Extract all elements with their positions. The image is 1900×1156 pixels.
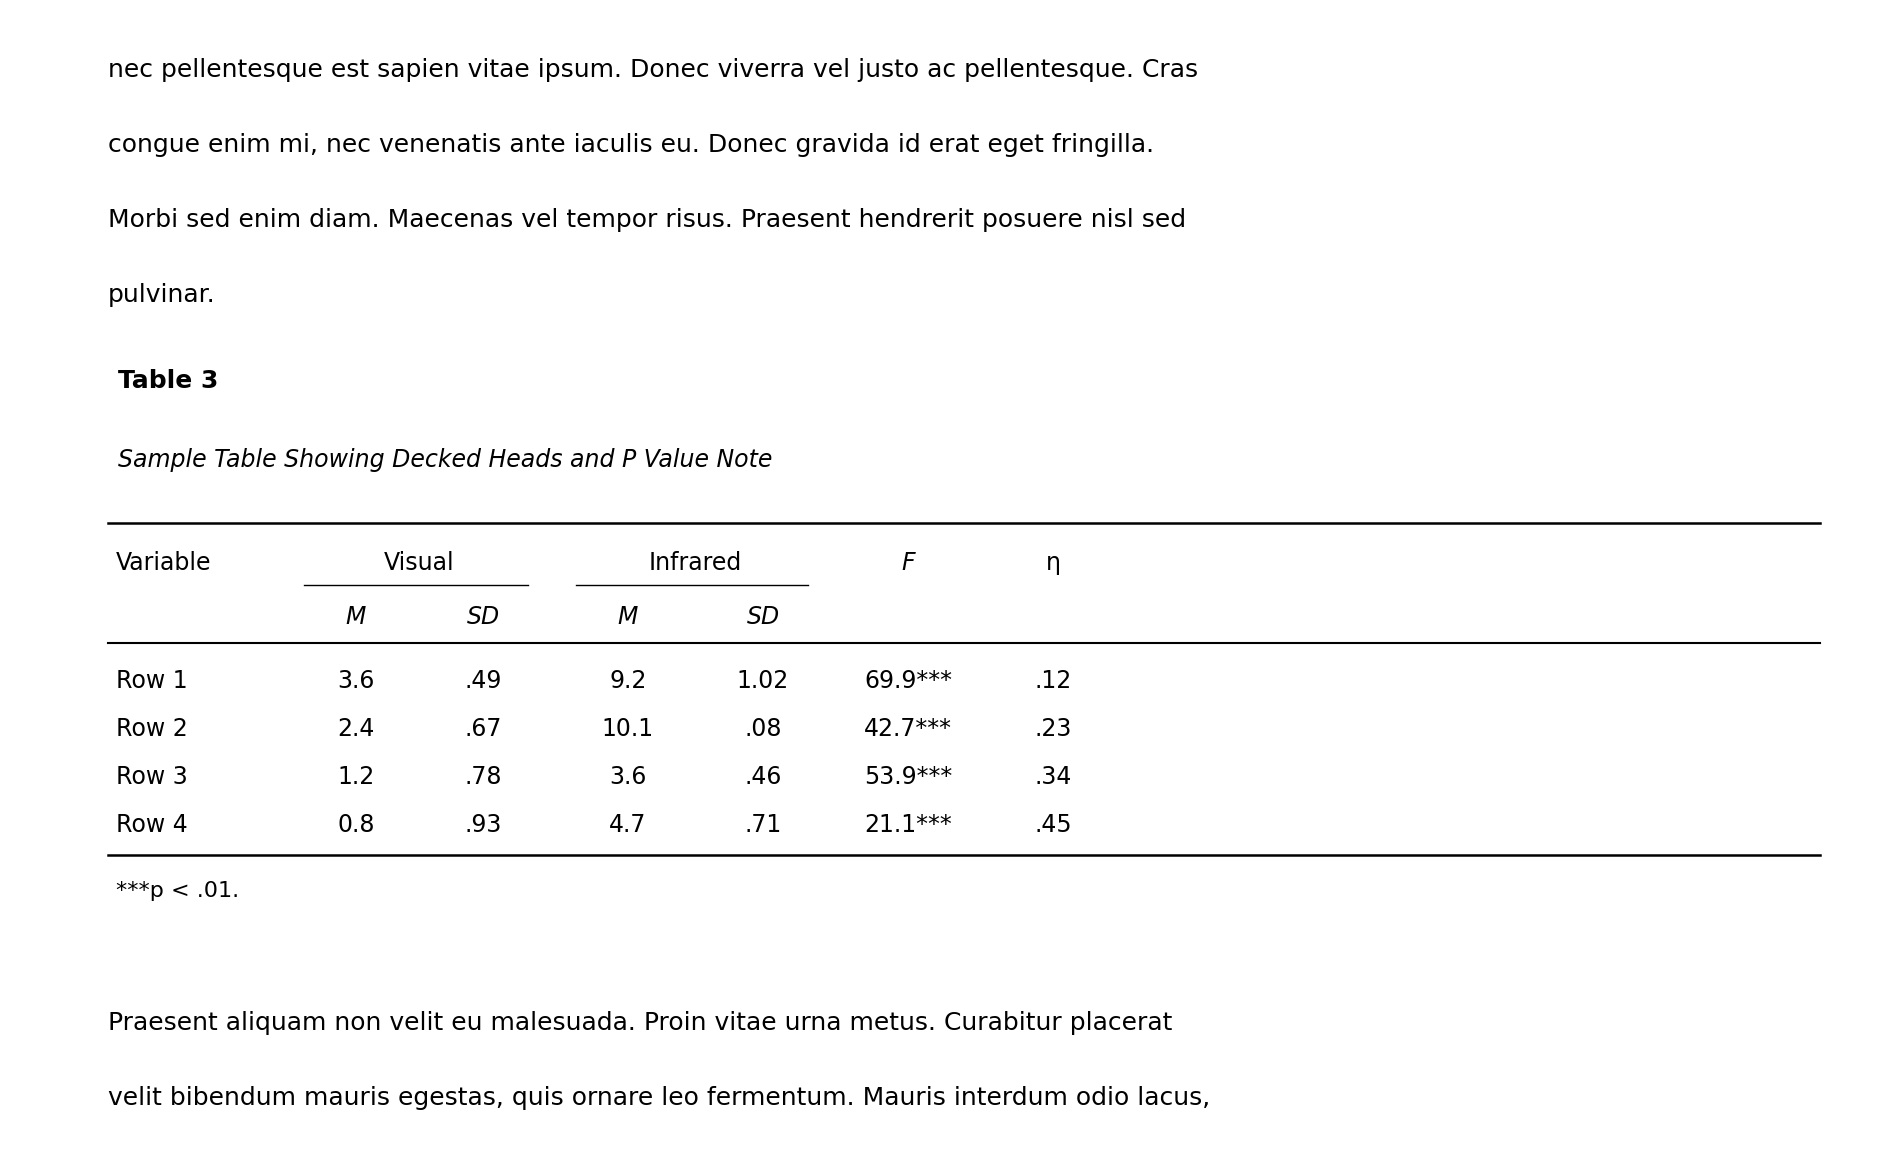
Text: Visual: Visual [384, 551, 454, 575]
Text: .49: .49 [464, 669, 502, 692]
Text: SD: SD [747, 605, 779, 629]
Text: 3.6: 3.6 [338, 669, 374, 692]
Text: .93: .93 [464, 813, 502, 837]
Text: .12: .12 [1034, 669, 1072, 692]
Text: nec pellentesque est sapien vitae ipsum. Donec viverra vel justo ac pellentesque: nec pellentesque est sapien vitae ipsum.… [108, 58, 1199, 82]
Text: .71: .71 [745, 813, 781, 837]
Text: η: η [1045, 551, 1060, 575]
Text: 3.6: 3.6 [610, 765, 646, 790]
Text: congue enim mi, nec venenatis ante iaculis eu. Donec gravida id erat eget fringi: congue enim mi, nec venenatis ante iacul… [108, 133, 1153, 157]
Text: Morbi sed enim diam. Maecenas vel tempor risus. Praesent hendrerit posuere nisl : Morbi sed enim diam. Maecenas vel tempor… [108, 208, 1186, 232]
Text: ***p < .01.: ***p < .01. [116, 881, 239, 901]
Text: 4.7: 4.7 [610, 813, 646, 837]
Text: 1.02: 1.02 [737, 669, 788, 692]
Text: 42.7***: 42.7*** [864, 717, 952, 741]
Text: 69.9***: 69.9*** [864, 669, 952, 692]
Text: pulvinar.: pulvinar. [108, 283, 217, 307]
Text: velit bibendum mauris egestas, quis ornare leo fermentum. Mauris interdum odio l: velit bibendum mauris egestas, quis orna… [108, 1085, 1210, 1110]
Text: Row 2: Row 2 [116, 717, 188, 741]
Text: SD: SD [466, 605, 500, 629]
Text: .67: .67 [464, 717, 502, 741]
Text: Infrared: Infrared [650, 551, 743, 575]
Text: M: M [346, 605, 367, 629]
Text: 53.9***: 53.9*** [864, 765, 952, 790]
Text: 2.4: 2.4 [338, 717, 374, 741]
Text: .23: .23 [1034, 717, 1072, 741]
Text: .45: .45 [1034, 813, 1072, 837]
Text: 21.1***: 21.1*** [864, 813, 952, 837]
Text: .34: .34 [1034, 765, 1072, 790]
Text: .46: .46 [745, 765, 781, 790]
Text: 1.2: 1.2 [338, 765, 374, 790]
Text: .78: .78 [464, 765, 502, 790]
Text: 0.8: 0.8 [338, 813, 374, 837]
Text: 10.1: 10.1 [602, 717, 654, 741]
Text: M: M [618, 605, 638, 629]
Text: Sample Table Showing Decked Heads and P Value Note: Sample Table Showing Decked Heads and P … [118, 449, 773, 472]
Text: Row 1: Row 1 [116, 669, 188, 692]
Text: Row 4: Row 4 [116, 813, 188, 837]
Text: .08: .08 [745, 717, 781, 741]
Text: Praesent aliquam non velit eu malesuada. Proin vitae urna metus. Curabitur place: Praesent aliquam non velit eu malesuada.… [108, 1012, 1172, 1035]
Text: F: F [901, 551, 914, 575]
Text: Variable: Variable [116, 551, 211, 575]
Text: Table 3: Table 3 [118, 369, 218, 393]
Text: 9.2: 9.2 [610, 669, 646, 692]
Text: Row 3: Row 3 [116, 765, 188, 790]
